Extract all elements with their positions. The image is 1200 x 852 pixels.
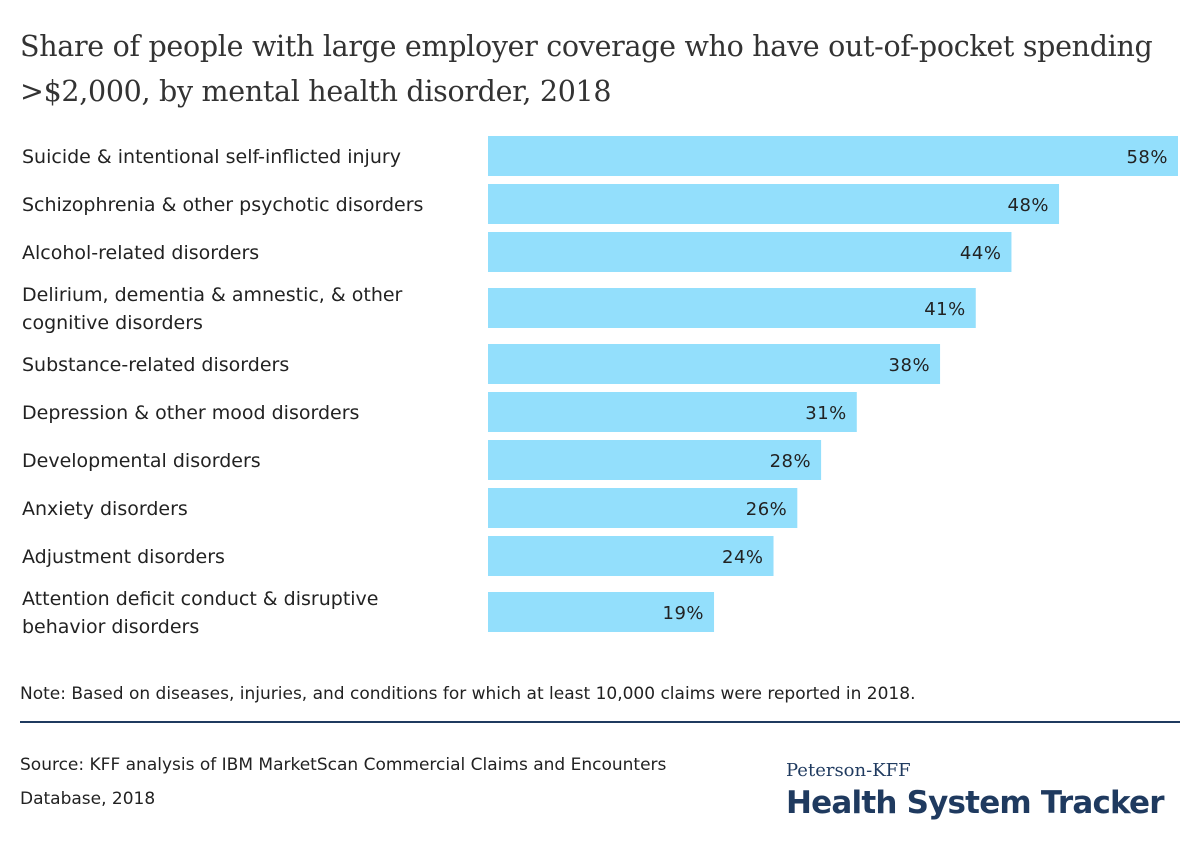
chart-title: Share of people with large employer cove… [20, 30, 1153, 108]
category-label-line: Developmental disorders [22, 450, 261, 472]
bar [488, 440, 822, 480]
brand-logo: Peterson-KFF Health System Tracker [786, 760, 1186, 824]
logo-line2: Health System Tracker [786, 785, 1165, 821]
logo-line1: Peterson-KFF [786, 760, 911, 781]
data-label: 28% [770, 451, 812, 472]
bar [488, 488, 798, 528]
category-label: Suicide & intentional self-inflicted inj… [22, 146, 401, 168]
category-label-line: Depression & other mood disorders [22, 402, 359, 424]
category-label-line: cognitive disorders [22, 312, 203, 334]
category-label-line: Attention deficit conduct & disruptive [22, 588, 378, 610]
category-label: Substance-related disorders [22, 354, 289, 376]
bar [488, 136, 1178, 176]
data-label: 48% [1008, 195, 1050, 216]
bar [488, 592, 715, 632]
category-label-line: Delirium, dementia & amnestic, & other [22, 284, 403, 306]
data-label: 58% [1126, 147, 1168, 168]
data-label: 44% [960, 243, 1002, 264]
category-label: Delirium, dementia & amnestic, & other co… [22, 284, 403, 334]
bar [488, 232, 1012, 272]
data-label: 38% [889, 355, 931, 376]
category-label-line: Anxiety disorders [22, 498, 188, 520]
bar [488, 184, 1060, 224]
bar [488, 288, 976, 328]
chart-note: Note: Based on diseases, injuries, and c… [20, 684, 916, 704]
category-label: Developmental disorders [22, 450, 261, 472]
bar [488, 536, 774, 576]
category-label-line: Adjustment disorders [22, 546, 225, 568]
category-label-line: behavior disorders [22, 616, 199, 638]
divider [20, 721, 1180, 723]
data-label: 41% [924, 299, 966, 320]
category-label: Schizophrenia & other psychotic disorder… [22, 194, 423, 216]
bar [488, 344, 941, 384]
category-label-line: Substance-related disorders [22, 354, 289, 376]
category-label-line: Alcohol-related disorders [22, 242, 259, 264]
bar [488, 392, 857, 432]
chart-source: Source: KFF analysis of IBM MarketScan C… [20, 755, 667, 809]
category-label: Anxiety disorders [22, 498, 188, 520]
category-label: Attention deficit conduct & disruptive be… [22, 588, 378, 638]
data-label: 31% [805, 403, 847, 424]
data-label: 19% [663, 603, 705, 624]
data-label: 26% [746, 499, 788, 520]
data-label: 24% [722, 547, 764, 568]
category-label-line: Suicide & intentional self-inflicted inj… [22, 146, 401, 168]
category-label: Alcohol-related disorders [22, 242, 259, 264]
category-label-line: Schizophrenia & other psychotic disorder… [22, 194, 423, 216]
category-label: Depression & other mood disorders [22, 402, 359, 424]
category-label: Adjustment disorders [22, 546, 225, 568]
